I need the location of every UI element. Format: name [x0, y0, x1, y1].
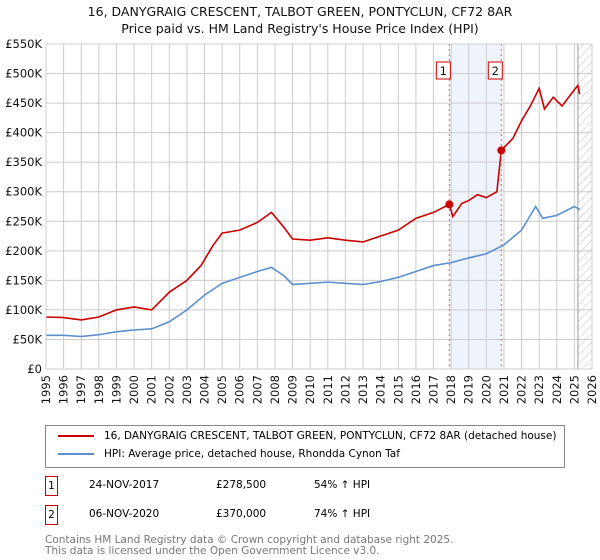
sale-price: £370,000 — [216, 508, 267, 520]
footer-line: Contains HM Land Registry data © Crown c… — [45, 534, 454, 546]
x-tick-label: 2005 — [215, 375, 229, 404]
x-tick-label: 2023 — [532, 375, 546, 404]
sale-label-box — [435, 61, 451, 80]
x-tick-label: 2014 — [374, 375, 388, 404]
series-line — [46, 204, 581, 338]
x-tick-label: 2019 — [462, 375, 476, 404]
price-chart: 1995 1996 1997 1998 1999 2000 2001 2002 2003 2004… — [5, 37, 599, 404]
x-tick-label: 2021 — [497, 375, 511, 404]
y-tick-label: £200K — [5, 244, 42, 258]
x-tick-label: 1996 — [57, 375, 71, 404]
y-tick-label: £550K — [5, 37, 42, 51]
x-tick-label: 2006 — [233, 375, 247, 404]
legend-item-property: 16, DANYGRAIG CRESCENT, TALBOT GREEN, PO… — [58, 430, 556, 442]
x-tick-label: 1998 — [92, 375, 106, 404]
sale-row: 1 24-NOV-2017 £278,500 54% ↑ HPI — [45, 476, 545, 496]
sale-point — [497, 146, 506, 155]
x-tick-label: 2001 — [145, 375, 159, 404]
x-tick-label: 2007 — [250, 375, 264, 404]
y-tick-label: £50K — [13, 332, 43, 346]
y-tick-label: £100K — [5, 303, 42, 317]
sale-label-box — [487, 61, 503, 80]
x-tick-label: 2010 — [303, 375, 317, 404]
x-tick-label: 2020 — [479, 375, 493, 404]
sale-date: 06-NOV-2020 — [89, 508, 160, 520]
x-tick-label: 2004 — [198, 375, 212, 404]
chart-title: 16, DANYGRAIG CRESCENT, TALBOT GREEN, PO… — [0, 3, 600, 37]
y-tick-label: £350K — [5, 155, 42, 169]
legend-label: HPI: Average price, detached house, Rhon… — [104, 448, 400, 460]
x-tick-label: 2003 — [180, 375, 194, 404]
sale-row: 2 06-NOV-2020 £370,000 74% ↑ HPI — [45, 505, 545, 525]
sale-point — [445, 200, 454, 209]
sale-hpi: 74% ↑ HPI — [314, 508, 371, 520]
x-tick-label: 2018 — [444, 375, 458, 404]
x-tick-label: 2017 — [426, 375, 440, 404]
x-tick-label: 1995 — [39, 375, 53, 404]
y-tick-label: £150K — [5, 273, 42, 287]
blue-line-swatch — [58, 453, 94, 455]
sale-hpi: 54% ↑ HPI — [314, 479, 371, 491]
legend-item-hpi: HPI: Average price, detached house, Rhon… — [58, 448, 400, 460]
footer: Contains HM Land Registry data © Crown c… — [45, 535, 453, 557]
sale-date: 24-NOV-2017 — [89, 479, 160, 491]
y-tick-label: £450K — [5, 96, 42, 110]
x-tick-label: 2015 — [391, 375, 405, 404]
x-tick-label: 2000 — [127, 375, 141, 404]
sale-price: £278,500 — [216, 479, 267, 491]
title-line: 16, DANYGRAIG CRESCENT, TALBOT GREEN, PO… — [87, 4, 513, 19]
y-tick-label: £250K — [5, 214, 42, 228]
sale-label: 1 — [440, 64, 447, 78]
y-tick-label: £0 — [27, 362, 42, 376]
x-tick-label: 2011 — [321, 375, 335, 404]
x-tick-label: 2008 — [268, 375, 282, 404]
sale-marker: 2 — [45, 505, 58, 525]
series-line — [45, 83, 581, 321]
y-tick-label: £400K — [5, 126, 42, 140]
x-tick-label: 2009 — [286, 375, 300, 404]
legend: 16, DANYGRAIG CRESCENT, TALBOT GREEN, PO… — [45, 425, 565, 468]
red-line-swatch — [58, 435, 94, 437]
sale-label: 2 — [492, 64, 499, 78]
footer-line: This data is licensed under the Open Gov… — [45, 545, 380, 557]
x-tick-label: 2012 — [338, 375, 352, 404]
legend-label: 16, DANYGRAIG CRESCENT, TALBOT GREEN, PO… — [104, 430, 557, 442]
subtitle-line: Price paid vs. HM Land Registry's House … — [121, 21, 479, 36]
x-tick-label: 2002 — [162, 375, 176, 404]
plot-border — [45, 43, 593, 370]
y-tick-label: £500K — [5, 67, 42, 81]
sale-marker: 1 — [45, 476, 58, 496]
x-tick-label: 2022 — [515, 375, 529, 404]
y-tick-label: £300K — [5, 185, 42, 199]
forecast-hatch — [577, 44, 592, 369]
x-tick-label: 2024 — [550, 375, 564, 404]
ownership-period-shading — [449, 44, 502, 369]
x-tick-label: 1999 — [109, 375, 123, 404]
x-tick-label: 2016 — [409, 375, 423, 404]
x-tick-label: 2025 — [567, 375, 581, 404]
x-tick-label: 1997 — [74, 375, 88, 404]
x-tick-label: 2026 — [585, 375, 599, 404]
x-tick-label: 2013 — [356, 375, 370, 404]
